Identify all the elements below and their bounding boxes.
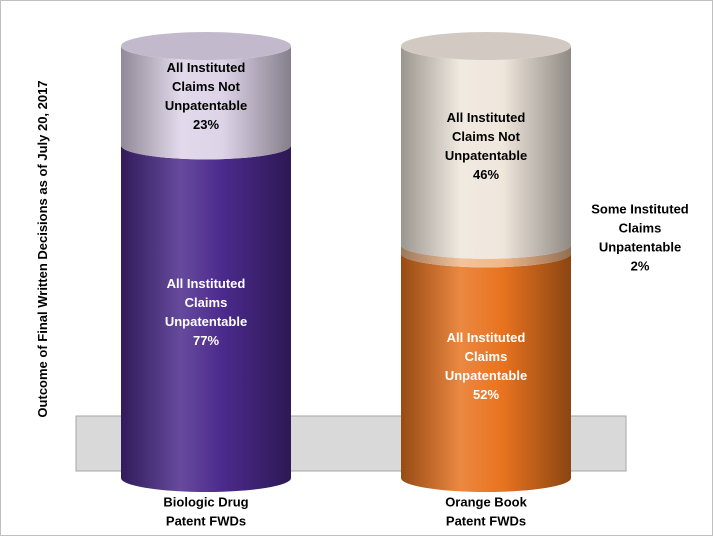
segment-label: All Instituted Claims Unpatentable 77% bbox=[165, 276, 247, 348]
segment-label: All Instituted Claims Unpatentable 52% bbox=[445, 330, 527, 402]
category-label: Biologic Drug Patent FWDs bbox=[163, 495, 248, 529]
category-label: Orange Book Patent FWDs bbox=[445, 495, 527, 529]
cylinder-top bbox=[121, 32, 291, 60]
cylinder-top bbox=[401, 32, 571, 60]
segment-label: All Instituted Claims Not Unpatentable 46% bbox=[445, 110, 527, 182]
cylinder-segment bbox=[401, 253, 571, 492]
cylinder-segment bbox=[401, 244, 571, 268]
cylinder-segment bbox=[121, 46, 291, 160]
cylinder-segment bbox=[401, 46, 571, 259]
y-axis-label: Outcome of Final Written Decisions as of… bbox=[35, 80, 50, 417]
outside-label: Some Instituted Claims Unpatentable 2% bbox=[591, 202, 689, 274]
segment-label: All Instituted Claims Not Unpatentable 23% bbox=[165, 60, 247, 132]
cylinder-segment bbox=[121, 145, 291, 493]
